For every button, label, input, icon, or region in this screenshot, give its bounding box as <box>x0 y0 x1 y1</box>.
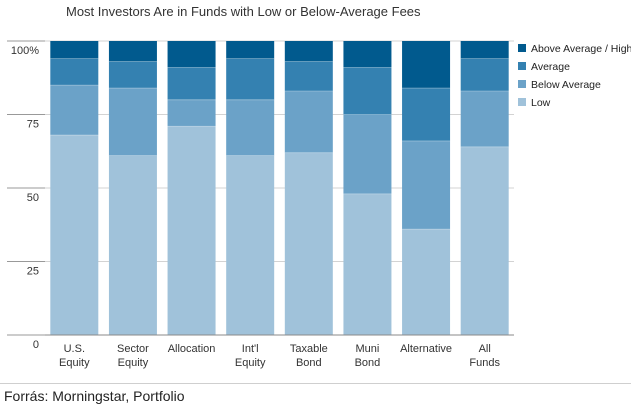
bar-sector-equity-below-average <box>108 88 157 156</box>
bar-sector-equity-above-average-high <box>108 41 157 62</box>
bar-u-s-equity-above-average-high <box>50 41 99 59</box>
x-tick-label-sector-equity-2: Equity <box>118 357 149 369</box>
y-tick-label-75: 75 <box>27 119 39 131</box>
bar-taxable-bond-below-average <box>284 90 333 153</box>
bar-taxable-bond-average <box>284 61 333 91</box>
legend-label-below-average: Below Average <box>531 79 601 91</box>
legend-swatch-above-average-high <box>518 44 526 52</box>
bar-all-funds-above-average-high <box>460 41 509 59</box>
x-tick-label-all-funds-2: Funds <box>469 357 500 369</box>
legend-swatch-low <box>518 98 526 106</box>
legend-label-above-average-high: Above Average / High <box>531 43 631 55</box>
bar-u-s-equity-average <box>50 58 99 86</box>
x-tick-label-taxable-bond-1: Taxable <box>290 343 328 355</box>
bar-u-s-equity-below-average <box>50 85 99 136</box>
y-tick-label-0: 0 <box>33 339 39 351</box>
legend-label-low: Low <box>531 97 551 109</box>
bar-all-funds-average <box>460 58 509 91</box>
bar-sector-equity-average <box>108 61 157 89</box>
legend-label-average: Average <box>531 61 570 73</box>
bar-alternative-low <box>402 229 451 335</box>
bar-int-l-equity-low <box>226 155 275 335</box>
bar-allocation-average <box>167 67 216 100</box>
bar-alternative-average <box>402 88 451 141</box>
x-tick-label-int-l-equity-1: Int'l <box>242 343 259 355</box>
stacked-bar-chart: 0 25 50 75 100% U.S. Equity Sector Equity Allocat… <box>7 40 631 369</box>
x-tick-label-alternative-1: Alternative <box>400 343 452 355</box>
bar-muni-bond-low <box>343 193 392 335</box>
x-tick-label-muni-bond-2: Bond <box>355 357 381 369</box>
bar-int-l-equity-above-average-high <box>226 41 275 59</box>
source-divider <box>0 383 631 384</box>
x-tick-label-muni-bond-1: Muni <box>356 343 380 355</box>
bar-allocation-below-average <box>167 99 216 127</box>
bar-muni-bond-above-average-high <box>343 41 392 68</box>
bar-int-l-equity-average <box>226 58 275 100</box>
x-tick-label-int-l-equity-2: Equity <box>235 357 266 369</box>
legend-swatch-average <box>518 62 526 70</box>
chart-title: Most Investors Are in Funds with Low or … <box>66 4 421 19</box>
bar-taxable-bond-above-average-high <box>284 41 333 62</box>
y-tick-label-100: 100% <box>11 45 39 57</box>
x-tick-label-allocation-1: Allocation <box>168 343 216 355</box>
bar-allocation-low <box>167 126 216 335</box>
y-tick-label-50: 50 <box>27 192 39 204</box>
bar-taxable-bond-low <box>284 152 333 335</box>
bar-muni-bond-average <box>343 67 392 115</box>
y-tick-label-25: 25 <box>27 266 39 278</box>
bar-sector-equity-low <box>108 155 157 335</box>
bar-alternative-below-average <box>402 140 451 230</box>
bar-alternative-above-average-high <box>402 41 451 89</box>
x-tick-label-taxable-bond-2: Bond <box>296 357 322 369</box>
x-tick-label-all-funds-1: All <box>479 343 491 355</box>
legend-swatch-below-average <box>518 80 526 88</box>
x-tick-label-u-s-equity-2: Equity <box>59 357 90 369</box>
bar-allocation-above-average-high <box>167 41 216 68</box>
bar-all-funds-low <box>460 146 509 335</box>
source-note: Forrás: Morningstar, Portfolio <box>4 388 185 404</box>
bar-all-funds-below-average <box>460 90 509 147</box>
x-tick-label-u-s-equity-1: U.S. <box>64 343 85 355</box>
bar-u-s-equity-low <box>50 135 99 335</box>
bar-muni-bond-below-average <box>343 114 392 194</box>
x-tick-label-sector-equity-1: Sector <box>117 343 149 355</box>
bar-int-l-equity-below-average <box>226 99 275 156</box>
